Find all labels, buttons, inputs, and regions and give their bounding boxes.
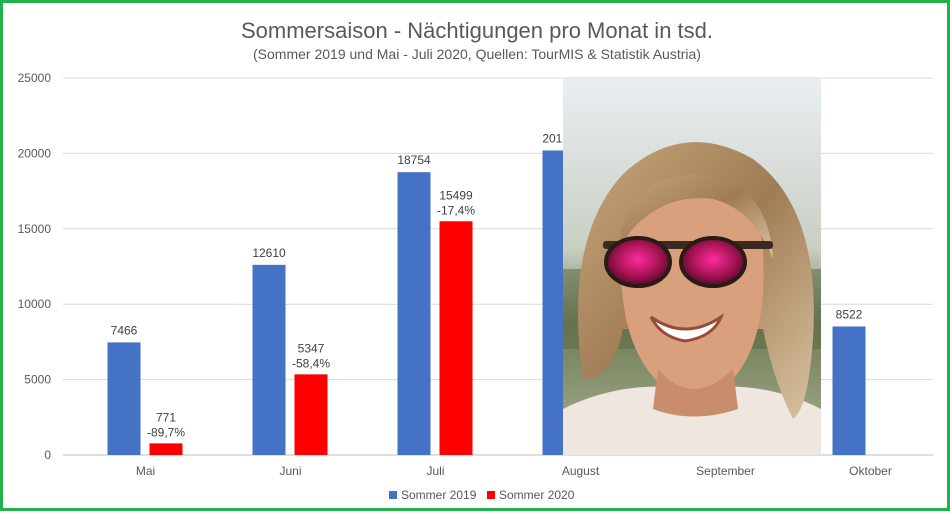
chart-title: Sommersaison - Nächtigungen pro Monat in…: [241, 18, 713, 43]
x-axis-ticks: Mai Juni Juli August September Oktober: [136, 464, 892, 478]
data-label: 18754: [397, 153, 431, 167]
data-label: 771: [156, 410, 176, 424]
x-tick-label: Mai: [136, 464, 155, 478]
bar-sommer-2020: [149, 443, 183, 455]
legend-swatch: [487, 491, 495, 499]
y-tick-label: 15000: [18, 222, 52, 236]
y-tick-label: 0: [44, 448, 51, 462]
bar-chart: Sommersaison - Nächtigungen pro Monat in…: [18, 18, 933, 502]
data-label: 7466: [111, 323, 138, 337]
bar-sommer-2019: [832, 326, 866, 455]
x-tick-label: Oktober: [849, 464, 892, 478]
data-label: 15499: [439, 188, 473, 202]
legend-label: Sommer 2019: [401, 488, 477, 502]
y-tick-label: 5000: [24, 373, 51, 387]
chart-subtitle: (Sommer 2019 und Mai - Juli 2020, Quelle…: [253, 46, 701, 62]
bar-sommer-2019: [107, 342, 141, 455]
y-axis-ticks: 0 5000 10000 15000 20000 25000: [18, 71, 52, 462]
bar-sommer-2019: [252, 264, 286, 455]
data-label: 12610: [252, 246, 286, 260]
data-label-percent: -58,4%: [292, 356, 330, 370]
y-tick-label: 10000: [18, 297, 52, 311]
x-tick-label: September: [696, 464, 755, 478]
data-label-percent: -17,4%: [437, 203, 475, 217]
bars: 7466 771-89,7% 12610 5347-58,4% 18754 15499-1…: [107, 131, 866, 455]
x-tick-label: Juli: [426, 464, 444, 478]
x-tick-label: August: [562, 464, 600, 478]
legend-label: Sommer 2020: [499, 488, 575, 502]
data-label-percent: -89,7%: [147, 425, 185, 439]
x-tick-label: Juni: [279, 464, 301, 478]
bar-sommer-2020: [294, 374, 328, 455]
bar-sommer-2019: [397, 172, 431, 455]
legend: Sommer 2019 Sommer 2020: [389, 488, 575, 502]
data-label: 8522: [836, 307, 863, 321]
legend-swatch: [389, 491, 397, 499]
data-label: 5347: [298, 341, 325, 355]
bar-sommer-2020: [439, 221, 473, 455]
y-tick-label: 25000: [18, 71, 52, 85]
y-tick-label: 20000: [18, 146, 52, 160]
portrait-photo: [563, 79, 821, 455]
